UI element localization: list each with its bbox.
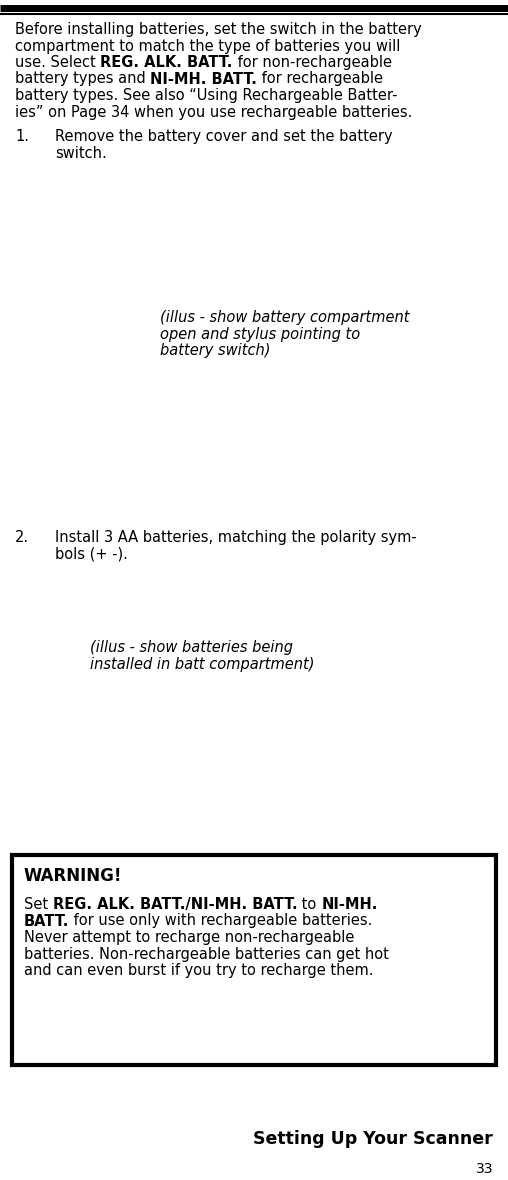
Text: use. Select: use. Select	[15, 55, 101, 70]
Text: battery switch): battery switch)	[160, 343, 270, 358]
Text: 2.: 2.	[15, 530, 29, 545]
Text: Install 3 AA batteries, matching the polarity sym-: Install 3 AA batteries, matching the pol…	[55, 530, 417, 545]
Text: Setting Up Your Scanner: Setting Up Your Scanner	[253, 1130, 493, 1148]
Text: and can even burst if you try to recharge them.: and can even burst if you try to recharg…	[24, 963, 373, 978]
Text: (illus - show battery compartment: (illus - show battery compartment	[160, 310, 409, 325]
Text: Before installing batteries, set the switch in the battery: Before installing batteries, set the swi…	[15, 22, 422, 37]
Text: Remove the battery cover and set the battery: Remove the battery cover and set the bat…	[55, 130, 393, 144]
Text: for non-rechargeable: for non-rechargeable	[233, 55, 392, 70]
Text: switch.: switch.	[55, 146, 107, 160]
Text: battery types. See also “Using Rechargeable Batter-: battery types. See also “Using Rechargea…	[15, 88, 397, 103]
Text: BATT.: BATT.	[24, 913, 70, 929]
Text: compartment to match the type of batteries you will: compartment to match the type of batteri…	[15, 39, 400, 53]
Text: REG. ALK. BATT.: REG. ALK. BATT.	[101, 55, 233, 70]
Bar	[12, 856, 496, 1066]
Text: NI-MH. BATT.: NI-MH. BATT.	[150, 72, 257, 86]
Text: Never attempt to recharge non-rechargeable: Never attempt to recharge non-rechargeab…	[24, 930, 355, 945]
Text: 33: 33	[475, 1162, 493, 1176]
Text: Set: Set	[24, 897, 53, 912]
Text: batteries. Non-rechargeable batteries can get hot: batteries. Non-rechargeable batteries ca…	[24, 946, 389, 962]
Text: WARNING!: WARNING!	[24, 867, 122, 885]
Text: for use only with rechargeable batteries.: for use only with rechargeable batteries…	[70, 913, 373, 929]
Text: NI-MH.: NI-MH.	[321, 897, 377, 912]
Text: (illus - show batteries being: (illus - show batteries being	[90, 640, 293, 655]
Text: REG. ALK. BATT./NI-MH. BATT.: REG. ALK. BATT./NI-MH. BATT.	[53, 897, 297, 912]
Text: ies” on Page 34 when you use rechargeable batteries.: ies” on Page 34 when you use rechargeabl…	[15, 105, 412, 119]
Text: bols (+ -).: bols (+ -).	[55, 546, 128, 562]
Text: open and stylus pointing to: open and stylus pointing to	[160, 327, 360, 341]
Text: battery types and: battery types and	[15, 72, 150, 86]
Text: to: to	[297, 897, 321, 912]
Text: installed in batt compartment): installed in batt compartment)	[90, 656, 314, 671]
Text: 1.: 1.	[15, 130, 29, 144]
Text: for rechargeable: for rechargeable	[257, 72, 383, 86]
